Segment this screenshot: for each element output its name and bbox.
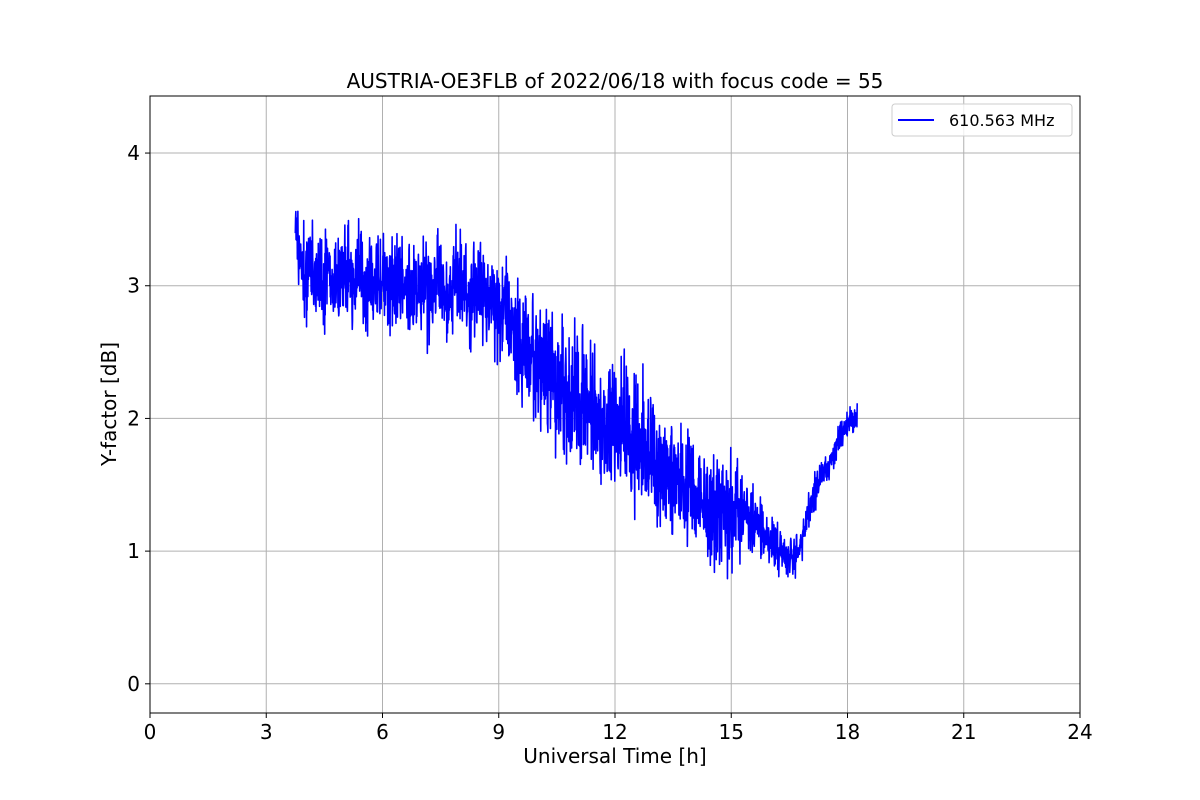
x-tick-label: 3 — [260, 720, 273, 744]
y-tick-label: 4 — [127, 141, 140, 165]
y-tick-label: 0 — [127, 672, 140, 696]
x-tick-label: 24 — [1067, 720, 1092, 744]
x-tick-label: 18 — [835, 720, 860, 744]
x-tick-label: 6 — [376, 720, 389, 744]
y-axis-title: Y-factor [dB] — [97, 342, 121, 467]
chart-title: AUSTRIA-OE3FLB of 2022/06/18 with focus … — [347, 69, 884, 93]
x-tick-label: 12 — [602, 720, 627, 744]
legend: 610.563 MHz — [891, 103, 1073, 137]
x-axis: 0 3 6 9 12 15 18 21 24 — [144, 713, 1093, 744]
series-line — [294, 210, 858, 580]
x-tick-label: 9 — [492, 720, 505, 744]
legend-label: 610.563 MHz — [949, 111, 1054, 130]
y-tick-label: 2 — [127, 406, 140, 430]
x-tick-label: 0 — [144, 720, 157, 744]
y-axis: 0 1 2 3 4 — [127, 141, 150, 696]
x-tick-label: 21 — [951, 720, 976, 744]
y-tick-label: 3 — [127, 274, 140, 298]
series-layer — [294, 210, 858, 580]
legend-box — [891, 103, 1073, 137]
x-axis-title: Universal Time [h] — [523, 744, 706, 768]
x-tick-label: 15 — [719, 720, 744, 744]
y-tick-label: 1 — [127, 539, 140, 563]
